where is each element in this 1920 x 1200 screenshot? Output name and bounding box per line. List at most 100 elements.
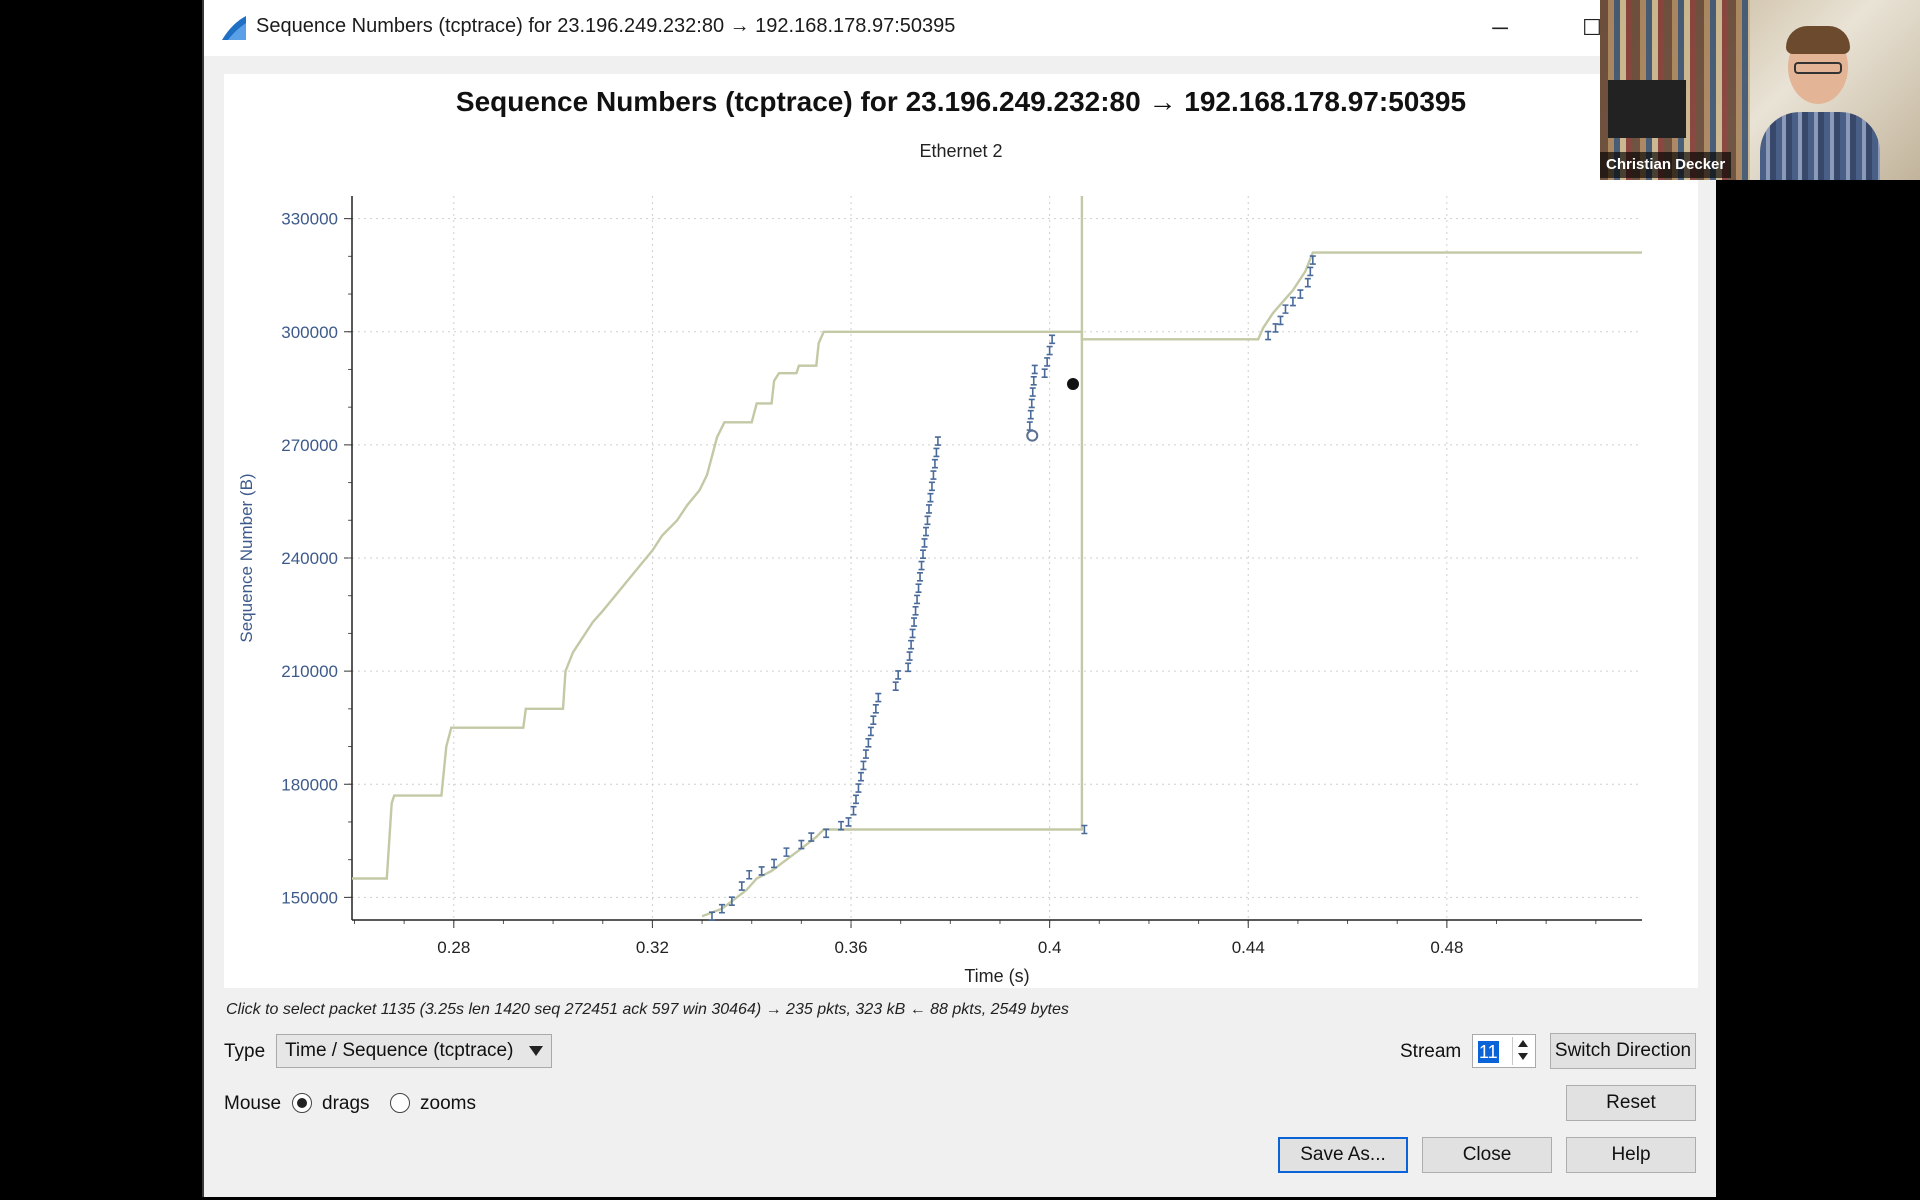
close-button[interactable]: Close — [1422, 1137, 1552, 1173]
segment-mark — [718, 903, 725, 914]
segment-mark — [1026, 421, 1033, 431]
y-tick-label: 330000 — [281, 210, 338, 229]
receive-window-line — [352, 251, 1642, 880]
segment-mark — [906, 651, 913, 661]
segment-mark — [1282, 304, 1289, 314]
segment-mark — [1027, 409, 1034, 420]
spin-down-icon[interactable] — [1518, 1053, 1528, 1060]
y-tick-label: 300000 — [281, 323, 338, 342]
participant-glasses — [1794, 62, 1842, 74]
segment-mark — [922, 526, 929, 537]
x-axis-label: Time (s) — [964, 966, 1029, 986]
wireshark-fin-icon — [222, 16, 246, 40]
segment-mark — [808, 832, 815, 842]
reset-button[interactable]: Reset — [1566, 1085, 1696, 1121]
zooms-label[interactable]: zooms — [420, 1093, 476, 1114]
segment-mark — [855, 783, 862, 793]
mouse-label: Mouse — [224, 1093, 282, 1114]
y-tick-label: 150000 — [281, 888, 338, 907]
segment-mark — [1046, 345, 1053, 356]
type-label: Type — [224, 1041, 266, 1062]
status-hint: Click to select packet 1135 (3.25s len 1… — [226, 1001, 1069, 1018]
segment-mark — [875, 692, 882, 703]
segment-mark — [838, 820, 845, 831]
segment-mark — [905, 662, 912, 673]
mouse-zooms-radio[interactable] — [390, 1093, 410, 1113]
segment-mark — [1049, 334, 1056, 345]
segment-mark — [783, 847, 790, 857]
minimize-button[interactable]: ─ — [1492, 15, 1508, 40]
switch-direction-button[interactable]: Switch Direction — [1550, 1033, 1696, 1069]
segment-mark — [823, 828, 830, 839]
y-tick-label: 210000 — [281, 662, 338, 681]
title-bar[interactable]: Sequence Numbers (tcptrace) for 23.196.2… — [204, 0, 1716, 56]
x-tick-label: 0.28 — [437, 938, 470, 957]
segment-mark — [867, 726, 874, 737]
segment-mark — [1044, 357, 1051, 367]
sequence-number-chart[interactable]: Sequence Numbers (tcptrace) for 23.196.2… — [224, 74, 1698, 988]
segment-mark — [895, 670, 902, 680]
stream-label: Stream — [1400, 1041, 1462, 1062]
segment-mark — [928, 481, 935, 492]
segment-mark — [1289, 296, 1296, 307]
segment-mark — [915, 583, 922, 593]
segment-mark — [1041, 368, 1048, 379]
segment-mark — [708, 911, 715, 922]
segment-mark — [917, 572, 924, 582]
y-tick-label: 270000 — [281, 436, 338, 455]
segment-mark — [908, 639, 915, 650]
segment-mark — [933, 447, 940, 458]
stream-value[interactable]: 11 — [1478, 1041, 1499, 1063]
segment-mark — [852, 794, 859, 805]
save-as-button[interactable]: Save As... — [1278, 1137, 1408, 1173]
segment-mark — [918, 560, 925, 571]
participant-video — [1760, 22, 1880, 180]
segment-mark — [862, 749, 869, 759]
printer-background — [1608, 80, 1686, 138]
chart-subtitle: Ethernet 2 — [919, 141, 1002, 161]
stream-spinbox[interactable]: 11 — [1472, 1034, 1536, 1068]
mouse-cursor-icon — [1067, 378, 1079, 390]
segment-mark — [931, 458, 938, 469]
segment-mark — [1307, 266, 1314, 277]
segment-mark — [1029, 387, 1036, 397]
selected-packet-marker — [1026, 429, 1039, 442]
x-tick-label: 0.32 — [636, 938, 669, 957]
segment-mark — [1031, 364, 1038, 375]
mouse-drags-radio[interactable] — [292, 1093, 312, 1113]
graph-type-select[interactable]: Time / Sequence (tcptrace) — [276, 1034, 552, 1068]
window-title: Sequence Numbers (tcptrace) for 23.196.2… — [256, 15, 956, 37]
segment-mark — [912, 605, 919, 616]
segment-mark — [857, 771, 864, 782]
segment-mark — [1304, 277, 1311, 288]
participant-name-tag: Christian Decker — [1600, 152, 1732, 178]
segment-mark — [728, 896, 735, 906]
segment-mark — [771, 858, 778, 869]
segment-mark — [746, 869, 753, 880]
help-button[interactable]: Help — [1566, 1137, 1696, 1173]
y-tick-label: 180000 — [281, 775, 338, 794]
webcam-overlay: Christian Decker — [1600, 0, 1920, 180]
segment-mark — [921, 538, 928, 548]
segment-mark — [927, 492, 934, 503]
segment-mark — [934, 436, 941, 446]
tcp-stream-graph-window: Sequence Numbers (tcptrace) for 23.196.2… — [202, 0, 1716, 1197]
y-axis-label: Sequence Number (B) — [237, 473, 256, 642]
drags-label[interactable]: drags — [322, 1093, 370, 1114]
maximize-button[interactable]: ☐ — [1582, 15, 1602, 40]
graph-plot-area[interactable]: Sequence Numbers (tcptrace) for 23.196.2… — [224, 74, 1698, 988]
spin-up-icon[interactable] — [1518, 1040, 1528, 1047]
segment-mark — [930, 470, 937, 480]
stream-spin-arrows[interactable] — [1512, 1037, 1533, 1065]
segment-mark — [1277, 315, 1284, 326]
segment-mark — [911, 617, 918, 627]
segment-mark — [909, 628, 916, 639]
segment-mark — [872, 704, 879, 714]
segment-mark — [798, 839, 805, 850]
ack-line-line — [701, 196, 1084, 918]
x-tick-label: 0.44 — [1232, 938, 1265, 957]
x-tick-label: 0.36 — [834, 938, 867, 957]
segment-mark — [924, 515, 931, 526]
segment-mark — [1030, 375, 1037, 386]
segment-mark — [860, 760, 867, 771]
